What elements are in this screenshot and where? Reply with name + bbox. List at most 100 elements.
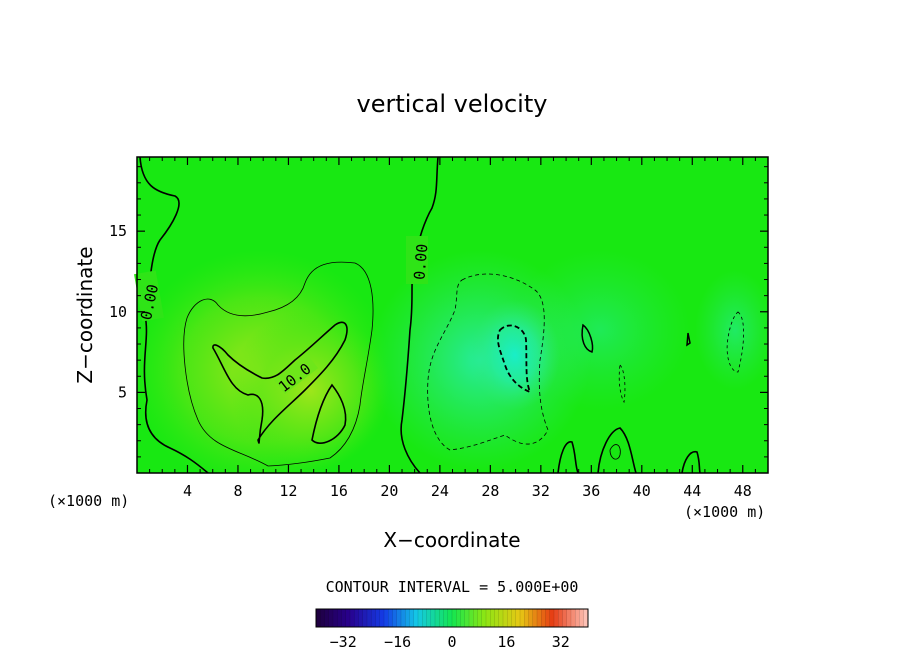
colorbar-swatch [490, 609, 495, 627]
x-tick-label: 40 [633, 482, 651, 500]
x-tick-label: 8 [233, 482, 242, 500]
zero-contour-mid [400, 157, 439, 473]
colorbar-swatch [554, 609, 559, 627]
colorbar-swatch [498, 609, 504, 627]
colorbar-swatch [541, 609, 546, 627]
colorbar-swatch [447, 609, 453, 627]
colorbar-swatch [341, 609, 347, 627]
y-tick-label: 15 [109, 222, 127, 240]
colorbar-swatch [566, 609, 572, 627]
colorbar-swatch [362, 609, 368, 627]
x-tick-label: 16 [330, 482, 348, 500]
colorbar-tick-label: −16 [384, 633, 411, 651]
colorbar-tick-label: 32 [552, 633, 570, 651]
colorbar-swatch [494, 609, 500, 627]
x-axis-ticks: 4 8 12 16 20 24 28 32 36 40 44 48 [149, 157, 756, 500]
minus-five-contour [427, 273, 549, 451]
ten-contour-a [212, 321, 348, 444]
colorbar-swatch [579, 609, 585, 627]
x-tick-label: 44 [683, 482, 701, 500]
colorbar-swatch [435, 609, 440, 627]
colorbar-swatch [418, 609, 423, 627]
colorbar-swatch [413, 609, 419, 627]
colorbar-swatch [520, 609, 525, 627]
colorbar-swatch [350, 609, 355, 627]
colorbar-swatch [316, 609, 321, 627]
y-axis-ticks: 5 10 15 [109, 166, 768, 458]
colorbar-swatch [537, 609, 542, 627]
colorbar-swatch [439, 609, 444, 627]
colorbar-swatch [562, 609, 568, 627]
y-tick-label: 5 [118, 383, 127, 401]
colorbar-swatch [524, 609, 529, 627]
colorbar-frame [315, 608, 589, 628]
colorbar-swatch [371, 609, 376, 627]
colorbar-swatch [337, 609, 342, 627]
colorbar-swatch [456, 609, 461, 627]
x-unit-left: (×1000 m) [48, 492, 129, 510]
colorbar-swatch [392, 609, 398, 627]
colorbar-swatch [422, 609, 427, 627]
colorbar-swatch [460, 609, 466, 627]
colorbar-swatch [396, 609, 402, 627]
small-cell-38 [597, 427, 637, 473]
colorbar-swatch [426, 609, 432, 627]
small-cell-36 [581, 323, 594, 353]
x-axis-label: X−coordinate [383, 528, 520, 552]
small-cell-32 [557, 441, 579, 473]
velocity-field [137, 157, 768, 473]
colorbar-swatch [443, 609, 449, 627]
colorbar-swatch [486, 609, 491, 627]
contour-label: 0.00 [410, 243, 431, 281]
five-contour-updraft [183, 261, 374, 467]
x-tick-label: 48 [734, 482, 752, 500]
colorbar-swatch [452, 609, 457, 627]
small-cell-44 [681, 450, 701, 473]
y-tick-label: 10 [109, 303, 127, 321]
colorbar-swatch [328, 609, 334, 627]
small-dash-40 [618, 364, 626, 404]
ten-contour-b [311, 383, 347, 444]
colorbar-tick-label: 16 [497, 633, 515, 651]
colorbar-swatch [571, 609, 576, 627]
colorbar-swatch [507, 609, 512, 627]
colorbar-swatch [481, 609, 487, 627]
colorbar-swatch [511, 609, 517, 627]
colorbar-swatch [405, 609, 410, 627]
colorbar-ticks: −32 −16 0 16 32 [330, 633, 570, 651]
colorbar-tick-label: 0 [447, 633, 456, 651]
colorbar-swatch [345, 609, 351, 627]
colorbar-swatch [503, 609, 508, 627]
colorbar-swatch [320, 609, 325, 627]
colorbar-swatch [358, 609, 364, 627]
x-tick-label: 20 [380, 482, 398, 500]
colorbar [315, 609, 589, 627]
colorbar-tick-label: −32 [330, 633, 357, 651]
colorbar-swatch [333, 609, 338, 627]
colorbar-swatch [549, 609, 555, 627]
colorbar-swatch [464, 609, 470, 627]
colorbar-swatch [473, 609, 478, 627]
colorbar-swatch [575, 609, 580, 627]
colorbar-swatch [367, 609, 372, 627]
x-tick-label: 12 [279, 482, 297, 500]
chart-title: vertical velocity [357, 90, 548, 118]
colorbar-swatch [469, 609, 474, 627]
x-tick-label: 24 [431, 482, 449, 500]
small-dash-47 [726, 311, 744, 373]
colorbar-swatch [477, 609, 483, 627]
colorbar-swatch [354, 609, 359, 627]
minus-ten-contour [497, 324, 532, 394]
x-tick-label: 28 [481, 482, 499, 500]
colorbar-swatch [515, 609, 521, 627]
x-tick-label: 4 [183, 482, 192, 500]
small-cell-38-inner [609, 444, 621, 460]
colorbar-swatch [375, 609, 381, 627]
colorbar-swatch [532, 609, 538, 627]
x-unit-right: (×1000 m) [684, 503, 765, 521]
colorbar-swatch [384, 609, 389, 627]
x-tick-label: 32 [532, 482, 550, 500]
colorbar-swatch [558, 609, 563, 627]
colorbar-swatch [388, 609, 393, 627]
colorbar-swatch [545, 609, 551, 627]
